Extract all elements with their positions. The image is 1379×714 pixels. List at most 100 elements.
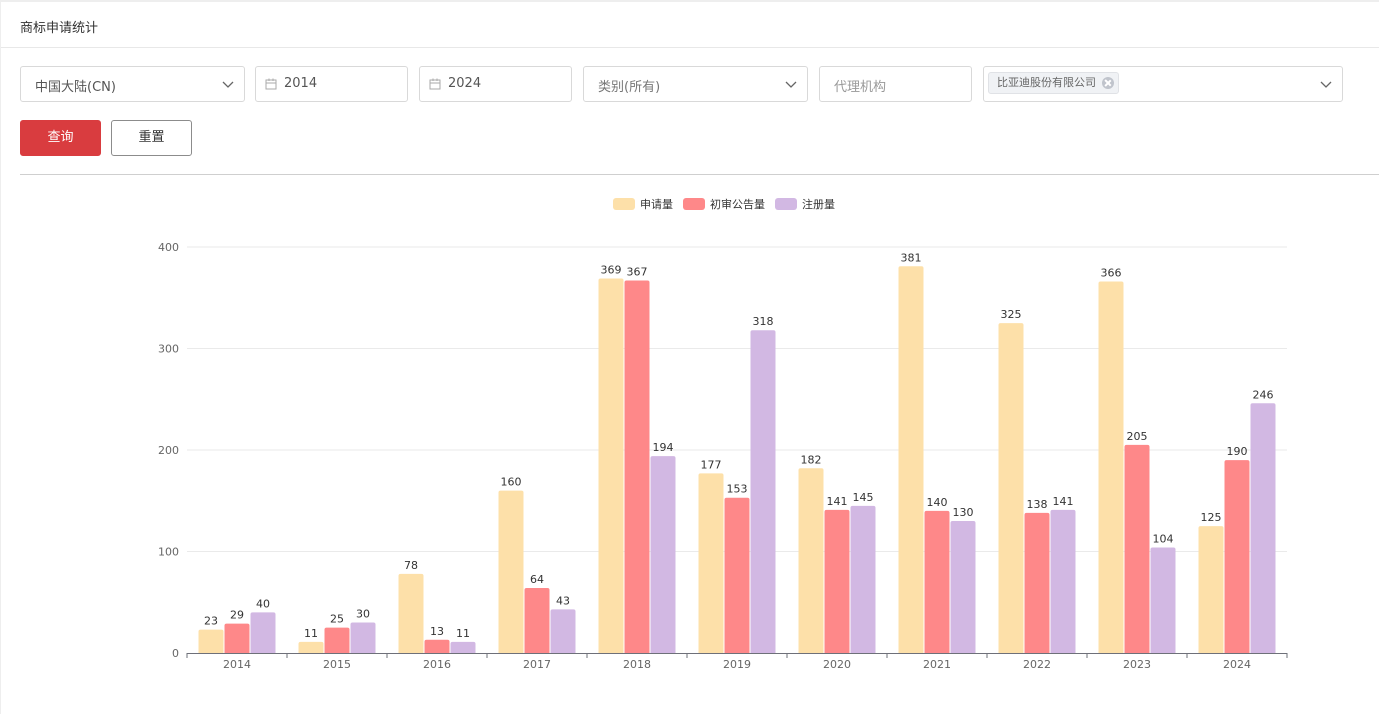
bar [950, 521, 976, 653]
bar [824, 509, 850, 653]
calendar-icon [429, 78, 441, 90]
bar [1050, 509, 1076, 653]
data-label: 182 [801, 453, 822, 466]
bar [998, 323, 1024, 653]
y-tick-label: 0 [172, 647, 179, 660]
bar [450, 641, 476, 653]
region-select-value: 中国大陆(CN) [35, 80, 116, 95]
legend-swatch [683, 198, 705, 210]
x-tick-label: 2019 [723, 658, 751, 671]
x-tick-label: 2023 [1123, 658, 1151, 671]
divider [20, 174, 1379, 175]
bar [750, 330, 776, 653]
data-label: 246 [1253, 388, 1274, 401]
start-year-picker[interactable]: 2014 [255, 66, 408, 102]
bar [398, 573, 424, 653]
title-bar: 商标申请统计 [1, 2, 1379, 48]
bar [724, 497, 750, 653]
bar [1224, 460, 1250, 653]
data-label: 369 [601, 263, 622, 276]
legend-label: 注册量 [802, 197, 835, 211]
bar [598, 278, 624, 653]
x-tick-label: 2017 [523, 658, 551, 671]
applicant-tag: 比亚迪股份有限公司 [988, 72, 1119, 94]
bar [898, 266, 924, 653]
legend-label: 申请量 [640, 198, 673, 211]
category-select-value: 类别(所有) [598, 80, 661, 95]
data-label: 325 [1001, 308, 1022, 321]
calendar-icon [265, 78, 277, 90]
y-tick-label: 200 [158, 444, 179, 457]
data-label: 367 [627, 265, 648, 278]
x-tick-label: 2016 [423, 658, 451, 671]
bar [224, 623, 250, 653]
data-label: 145 [853, 491, 874, 504]
data-label: 25 [330, 613, 344, 626]
data-label: 141 [827, 495, 848, 508]
query-button[interactable]: 查询 [20, 120, 101, 156]
data-label: 104 [1153, 532, 1174, 545]
data-label: 11 [304, 627, 318, 640]
data-label: 177 [701, 458, 722, 471]
bar [1250, 403, 1276, 653]
end-year-value: 2024 [448, 76, 482, 91]
x-tick-label: 2021 [923, 658, 951, 671]
x-tick-label: 2015 [323, 658, 351, 671]
bar [498, 490, 524, 653]
x-tick-label: 2020 [823, 658, 851, 671]
bar [250, 612, 276, 653]
bar [1198, 526, 1224, 653]
reset-button[interactable]: 重置 [111, 120, 192, 156]
y-tick-label: 400 [158, 241, 179, 254]
applicant-select[interactable]: 比亚迪股份有限公司 [983, 66, 1343, 102]
data-label: 23 [204, 615, 218, 628]
bar [1098, 281, 1124, 653]
data-label: 141 [1053, 495, 1074, 508]
data-label: 40 [256, 597, 270, 610]
data-label: 30 [356, 608, 370, 621]
x-tick-label: 2018 [623, 658, 651, 671]
bar [1124, 444, 1150, 653]
bar [1024, 512, 1050, 653]
data-label: 194 [653, 441, 674, 454]
page-title: 商标申请统计 [20, 21, 99, 36]
legend-swatch [775, 198, 797, 210]
bar [350, 622, 376, 653]
agency-input[interactable]: 代理机构 [819, 66, 972, 102]
bar [550, 609, 576, 653]
start-year-value: 2014 [284, 76, 318, 91]
data-label: 29 [230, 609, 244, 622]
data-label: 130 [953, 506, 974, 519]
data-label: 366 [1101, 267, 1122, 280]
bar [650, 456, 676, 653]
bar [798, 468, 824, 653]
data-label: 78 [404, 559, 418, 572]
bar [198, 629, 224, 653]
bar [1150, 547, 1176, 653]
data-label: 160 [501, 476, 522, 489]
legend-label: 初审公告量 [710, 197, 765, 211]
bar [298, 641, 324, 653]
bar-chart: 0 100 200 300 400 2014 23 29 40 2015 11 25 30 2016 78 1… [158, 197, 1288, 671]
bar [524, 588, 550, 653]
region-select[interactable]: 中国大陆(CN) [20, 66, 245, 102]
category-select[interactable]: 类别(所有) [583, 66, 808, 102]
x-tick-label: 2024 [1223, 658, 1251, 671]
x-tick-label: 2022 [1023, 658, 1051, 671]
bar [924, 510, 950, 653]
chevron-down-icon [222, 81, 234, 88]
data-label: 13 [430, 625, 444, 638]
data-label: 381 [901, 251, 922, 264]
chevron-down-icon [1320, 81, 1332, 88]
data-label: 153 [727, 483, 748, 496]
legend-swatch [613, 198, 635, 210]
bar [850, 505, 876, 653]
close-circle-icon[interactable] [1102, 77, 1114, 89]
bar [324, 627, 350, 653]
data-label: 11 [456, 627, 470, 640]
end-year-picker[interactable]: 2024 [419, 66, 572, 102]
x-tick-label: 2014 [223, 658, 251, 671]
data-label: 190 [1227, 445, 1248, 458]
applicant-tag-label: 比亚迪股份有限公司 [997, 76, 1096, 89]
